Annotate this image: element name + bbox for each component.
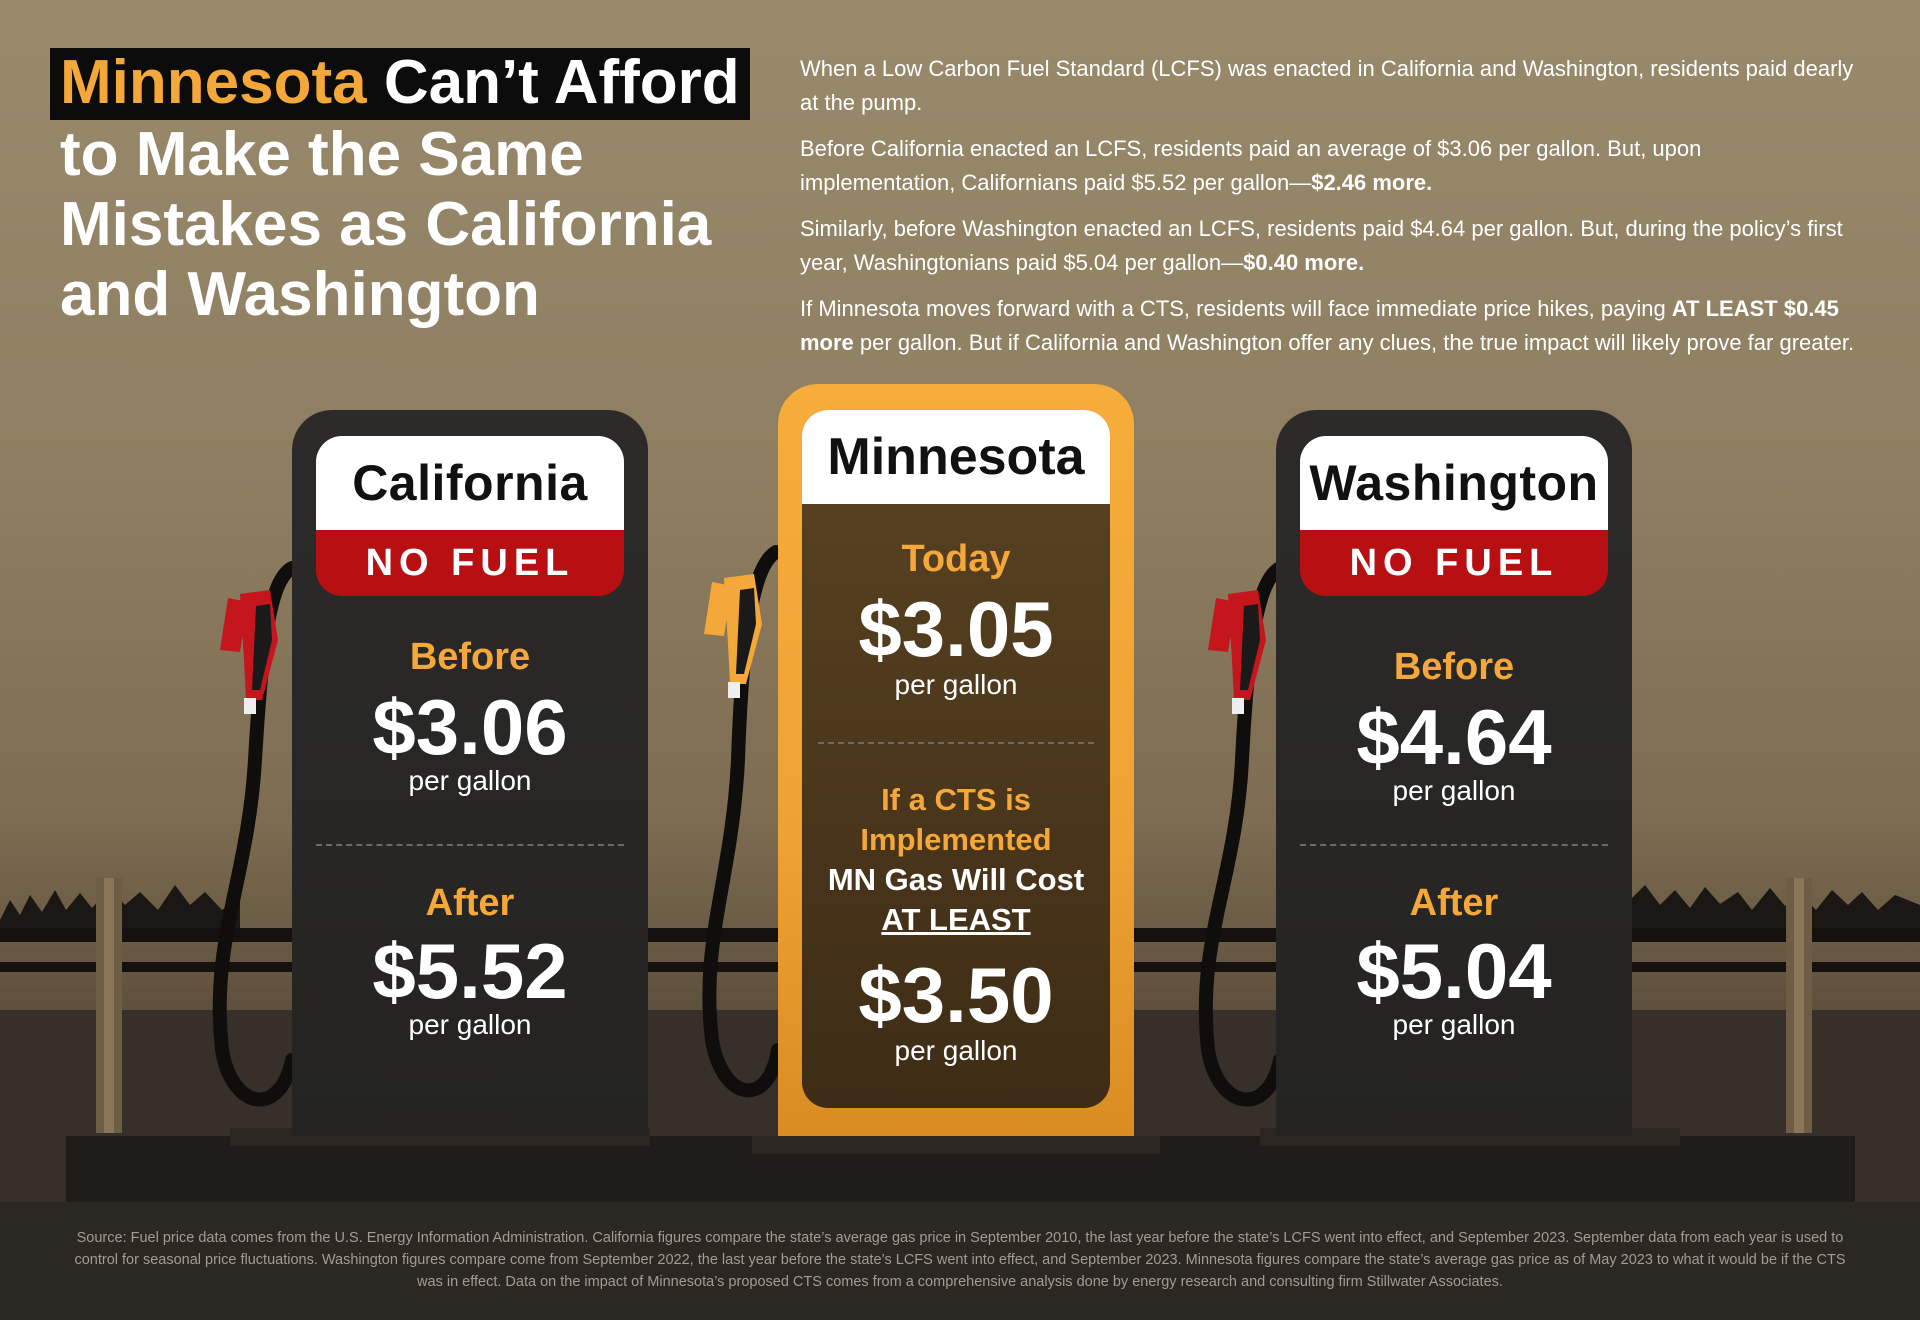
washington-before-label: Before (1393, 646, 1515, 688)
title-line1-rest: Can’t Afford (366, 48, 740, 117)
california-no-fuel-badge: NO FUEL (316, 530, 624, 596)
minnesota-cts-block: If a CTS is Implemented MN Gas Will Cost… (802, 780, 1110, 940)
california-before-price: $3.06 (372, 683, 568, 771)
source-note: Source: Fuel price data comes from the U… (74, 1230, 1846, 1290)
intro-p2-text: Before California enacted an LCFS, resid… (800, 136, 1702, 195)
intro-paragraph-4: If Minnesota moves forward with a CTS, r… (800, 292, 1860, 360)
intro-p4-text2: per gallon. But if California and Washin… (853, 330, 1855, 355)
california-before-unit: per gallon (408, 765, 532, 796)
washington-after-unit: per gallon (1392, 1009, 1516, 1040)
minnesota-pump: Minnesota Today $3.05 per gallon If a CT… (778, 384, 1134, 1136)
intro-p2-bold: $2.46 more. (1311, 170, 1433, 195)
washington-divider (1300, 844, 1608, 846)
minnesota-cts-price: $3.50 (858, 951, 1054, 1039)
california-pump: California NO FUEL Before $3.06 per gall… (292, 410, 648, 1136)
washington-no-fuel-badge: NO FUEL (1300, 530, 1608, 596)
minnesota-cts-line1: If a CTS is (881, 782, 1031, 817)
california-nozzle-icon (220, 590, 278, 714)
washington-before-unit: per gallon (1392, 775, 1516, 806)
title-line4: and Washington (60, 260, 540, 329)
intro-paragraph-3: Similarly, before Washington enacted an … (800, 212, 1860, 280)
california-after-price: $5.52 (372, 927, 568, 1015)
washington-after-label: After (1409, 882, 1499, 924)
intro-p4-bold: AT LEAST $0.45 more (800, 296, 1839, 355)
title-first-line: Minnesota Can’t Afford (50, 48, 750, 120)
california-pump-head: California NO FUEL (316, 436, 624, 596)
california-divider (316, 844, 624, 846)
minnesota-today-price: $3.05 (858, 585, 1054, 673)
minnesota-cts-line2: Implemented (860, 822, 1052, 857)
minnesota-today-label: Today (901, 538, 1011, 580)
washington-name: Washington (1300, 436, 1608, 530)
intro-paragraph-2: Before California enacted an LCFS, resid… (800, 132, 1860, 200)
footer: Source: Fuel price data comes from the U… (0, 1202, 1920, 1320)
california-name: California (316, 436, 624, 530)
intro-p3-text: Similarly, before Washington enacted an … (800, 216, 1843, 275)
washington-pump-head: Washington NO FUEL (1300, 436, 1608, 596)
intro-text: When a Low Carbon Fuel Standard (LCFS) w… (800, 52, 1860, 372)
minnesota-today-unit: per gallon (894, 669, 1018, 700)
minnesota-cts-unit: per gallon (894, 1035, 1018, 1066)
title-line3: Mistakes as California (60, 190, 712, 259)
page-title: Minnesota Can’t Afford to Make the Same … (50, 48, 760, 330)
intro-p4-text1: If Minnesota moves forward with a CTS, r… (800, 296, 1672, 321)
intro-p3-bold: $0.40 more. (1243, 250, 1365, 275)
washington-after-price: $5.04 (1356, 927, 1552, 1015)
california-after-label: After (425, 882, 515, 924)
california-after-unit: per gallon (408, 1009, 532, 1040)
title-line2: to Make the Same (60, 120, 584, 189)
minnesota-name: Minnesota (802, 410, 1110, 504)
minnesota-cts-line3: MN Gas Will Cost (827, 862, 1085, 897)
minnesota-cts-line4: AT LEAST (881, 902, 1031, 937)
intro-paragraph-1: When a Low Carbon Fuel Standard (LCFS) w… (800, 56, 1854, 115)
minnesota-divider (818, 742, 1094, 744)
title-highlight: Minnesota (60, 48, 367, 117)
california-before-label: Before (409, 636, 531, 678)
minnesota-nozzle-icon (704, 574, 762, 698)
washington-pump: Washington NO FUEL Before $4.64 per gall… (1276, 410, 1632, 1136)
minnesota-pump-panel: Minnesota Today $3.05 per gallon If a CT… (802, 410, 1110, 1108)
washington-before-price: $4.64 (1356, 693, 1552, 781)
washington-nozzle-icon (1208, 590, 1266, 714)
